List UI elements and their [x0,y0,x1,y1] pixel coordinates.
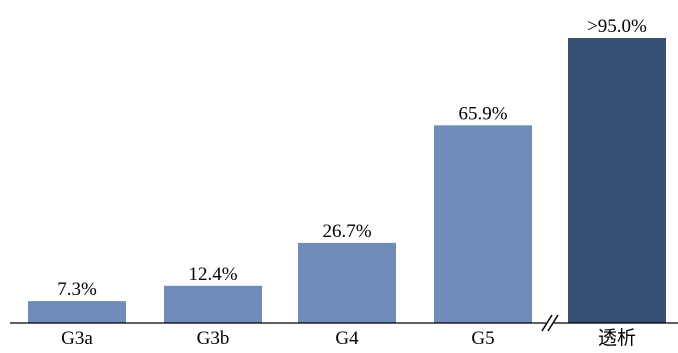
axis-break-slash-1 [541,314,553,332]
data-label-G4: 26.7% [322,221,371,242]
bar-透析 [568,38,666,323]
x-tick-label-透析: 透析 [598,327,636,348]
data-labels-layer: 7.3% 12.4% 26.7% 65.9% >95.0% [57,16,647,300]
data-label-G5: 65.9% [458,103,507,124]
axis-break-gap [546,321,554,325]
bars-layer [28,38,666,323]
data-label-G3a: 7.3% [57,279,97,300]
data-label-G3b: 12.4% [188,264,237,285]
bar-G3a [28,301,126,323]
bar-G3b [164,285,262,323]
axis-break-slash-2 [547,314,559,332]
x-tick-label-G5: G5 [471,328,494,348]
x-tick-label-G3b: G3b [197,328,230,348]
data-label-透析: >95.0% [587,16,647,37]
x-tick-label-G3a: G3a [61,328,93,348]
bar-G4 [298,242,396,323]
bar-G5 [434,125,532,323]
axis-break-mark [541,314,559,332]
x-tick-label-G4: G4 [335,328,359,348]
x-tick-labels-layer: G3a G3b G4 G5 透析 [61,327,636,349]
